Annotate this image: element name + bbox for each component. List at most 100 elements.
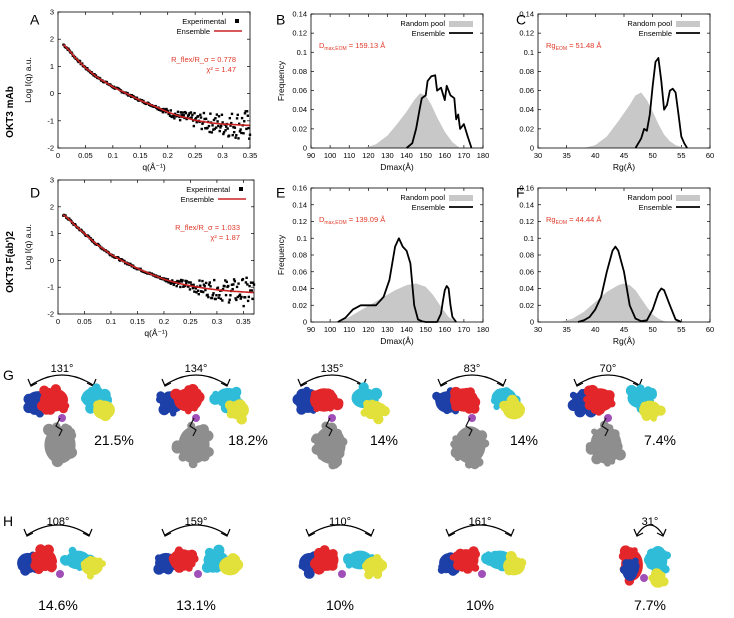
x-tick-label: 150	[419, 325, 432, 334]
data-point	[215, 293, 218, 297]
data-point	[219, 126, 222, 129]
y-tick-label: -1	[47, 116, 54, 125]
data-point	[187, 285, 190, 288]
y-axis-label: Frequency	[276, 60, 286, 101]
chart-e: E 90 100 110 120 130 140 150 160 170 180 0 0.02 0.04 0…	[276, 184, 489, 347]
x-tick-label: 50	[648, 325, 656, 334]
surface-core	[93, 400, 115, 420]
plot-frame	[310, 13, 484, 149]
x-tick-label: 100	[324, 151, 337, 160]
data-point	[237, 282, 240, 285]
data-point	[181, 111, 185, 114]
linker	[601, 417, 609, 437]
data-point	[227, 284, 230, 288]
data-point	[228, 116, 232, 120]
hinge-region	[58, 414, 66, 422]
x-tick-label: 45	[620, 325, 628, 334]
data-point	[130, 93, 134, 97]
data-point	[243, 112, 247, 115]
ensemble-line	[634, 57, 688, 149]
fc-domain	[585, 420, 626, 467]
data-point	[129, 95, 133, 98]
data-point	[164, 110, 167, 114]
y-tick-label: 0	[50, 89, 54, 98]
data-point	[169, 282, 172, 285]
data-point	[218, 129, 221, 133]
surface-core	[449, 388, 479, 412]
y-tick-label: -2	[47, 310, 54, 319]
data-point	[176, 279, 179, 283]
data-point	[207, 283, 211, 286]
x-tick-label: 160	[439, 151, 452, 160]
data-point	[231, 287, 234, 291]
structure-mab-1: 131° 21.5%	[23, 363, 134, 468]
x-tick-label: 0.2	[162, 151, 172, 160]
surface-core	[44, 426, 76, 464]
surface-core	[454, 426, 486, 464]
y-tick-label: 1	[50, 229, 54, 238]
plot-frame	[537, 13, 711, 149]
data-point	[206, 126, 209, 130]
fc-domain	[171, 421, 214, 469]
data-point	[194, 287, 198, 290]
hinge-region	[194, 570, 202, 578]
data-point	[202, 283, 206, 286]
data-point	[236, 113, 239, 117]
x-axis-label: Rg(Å)	[613, 336, 635, 346]
data-point	[235, 133, 238, 137]
data-point	[201, 279, 204, 283]
angle-arc	[576, 374, 640, 386]
data-point	[200, 290, 203, 293]
annotation-main: D	[319, 41, 325, 50]
y-tick-label: 0.02	[519, 124, 534, 133]
data-point	[198, 120, 201, 124]
y-tick-label: 0.06	[292, 86, 307, 95]
data-point	[227, 134, 231, 137]
angle-arc	[440, 374, 504, 386]
data-point	[217, 124, 220, 128]
fab-cl-domain	[639, 400, 666, 422]
y-tick-label: 0	[530, 144, 534, 153]
x-axis-label: Rg(Å)	[613, 162, 635, 172]
data-point	[249, 289, 252, 292]
surface-core	[39, 388, 69, 412]
panel-label-c: C	[516, 11, 526, 27]
data-point	[232, 283, 235, 286]
data-point	[204, 117, 208, 121]
data-point	[219, 124, 223, 128]
ensemble-line	[406, 74, 473, 149]
x-tick-label: 35	[562, 151, 570, 160]
annotation-sub: max,EOM	[324, 220, 346, 226]
y-tick-label: 0.04	[519, 284, 534, 293]
annotation-value: = 159.13 Å	[347, 41, 386, 50]
row-label-fab: OKT3 F(ab')2	[5, 231, 16, 293]
surface-core	[590, 426, 622, 464]
data-point	[207, 295, 210, 299]
data-point	[217, 296, 220, 299]
data-point	[169, 109, 172, 112]
data-point	[235, 285, 239, 289]
fab-ch-domain	[583, 384, 616, 416]
chart-a: A 0 0.05 0.1 0.15 0.2 0.25 0.3 0.35 -2 -1 0 1 2 3 q(Å⁻¹…	[23, 8, 257, 173]
y-axis-label: Frequency	[276, 234, 286, 275]
arrowhead-left	[445, 528, 456, 537]
x-axis-label: q(Å⁻¹)	[144, 328, 168, 338]
population-label: 10%	[326, 597, 354, 613]
arrowhead-left	[297, 378, 308, 387]
data-point	[196, 289, 200, 292]
data-point	[242, 132, 245, 135]
data-point	[175, 115, 178, 118]
x-tick-label: 110	[343, 151, 355, 160]
x-tick-label: 130	[381, 325, 394, 334]
data-point	[232, 130, 236, 134]
x-tick-label: 0.25	[188, 151, 203, 160]
plot-frame	[310, 187, 484, 323]
data-point	[224, 293, 228, 297]
fab-cl-domain	[360, 399, 390, 425]
fab-left-ch	[310, 545, 339, 575]
panel-label-f: F	[516, 184, 525, 200]
hinge-region	[640, 574, 648, 582]
data-point	[225, 280, 228, 284]
surface-core	[173, 388, 203, 412]
